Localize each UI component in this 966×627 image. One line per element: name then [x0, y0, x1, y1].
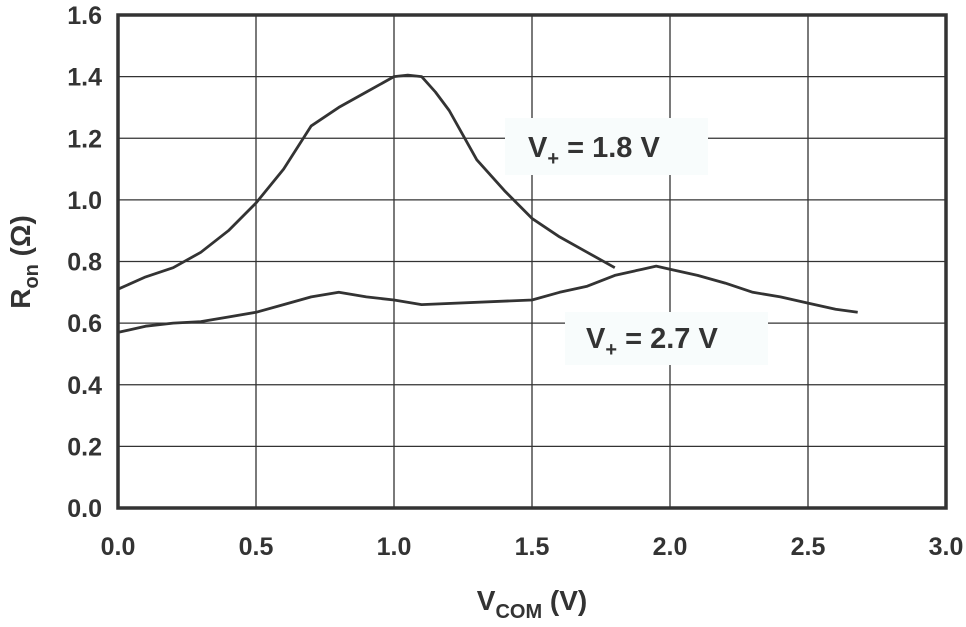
annotation-bg-1-8v	[505, 118, 708, 175]
y-tick-label: 0.0	[67, 495, 102, 523]
annotation-1-8v: V+ = 1.8 V	[528, 132, 660, 170]
y-tick-label: 1.0	[67, 187, 102, 215]
x-axis-label: VCOM (V)	[477, 585, 587, 623]
y-tick-label: 1.4	[67, 64, 102, 92]
grid	[117, 14, 947, 509]
x-tick-label: 2.5	[791, 533, 826, 561]
annotation-2-7v: V+ = 2.7 V	[586, 323, 718, 361]
y-tick-label: 0.4	[67, 372, 102, 400]
annotations: V+ = 1.8 V V+ = 2.7 V	[505, 118, 768, 365]
y-tick-label: 0.8	[67, 249, 102, 277]
x-tick-label: 1.5	[515, 533, 550, 561]
x-tick-label: 0.0	[101, 533, 136, 561]
x-tick-label: 2.0	[653, 533, 688, 561]
series-lines	[117, 73, 858, 334]
y-tick-label: 1.2	[67, 125, 102, 153]
y-tick-label: 0.2	[67, 433, 102, 461]
y-tick-label: 0.6	[67, 310, 102, 338]
annotation-bg-2-7v	[565, 312, 768, 365]
y-tick-label: 1.6	[67, 2, 102, 30]
x-tick-label: 0.5	[239, 533, 274, 561]
y-axis-label: Ron (Ω)	[5, 215, 43, 309]
tick-labels: 0.0 0.5 1.0 1.5 2.0 2.5 3.0 0.0 0.2 0.4 0.6 0.8 1.0 1…	[67, 2, 963, 561]
plot-frame	[116, 13, 948, 510]
series-line-0	[117, 73, 616, 291]
x-tick-label: 1.0	[377, 533, 412, 561]
series-line-1	[117, 264, 858, 334]
x-tick-label: 3.0	[929, 533, 964, 561]
